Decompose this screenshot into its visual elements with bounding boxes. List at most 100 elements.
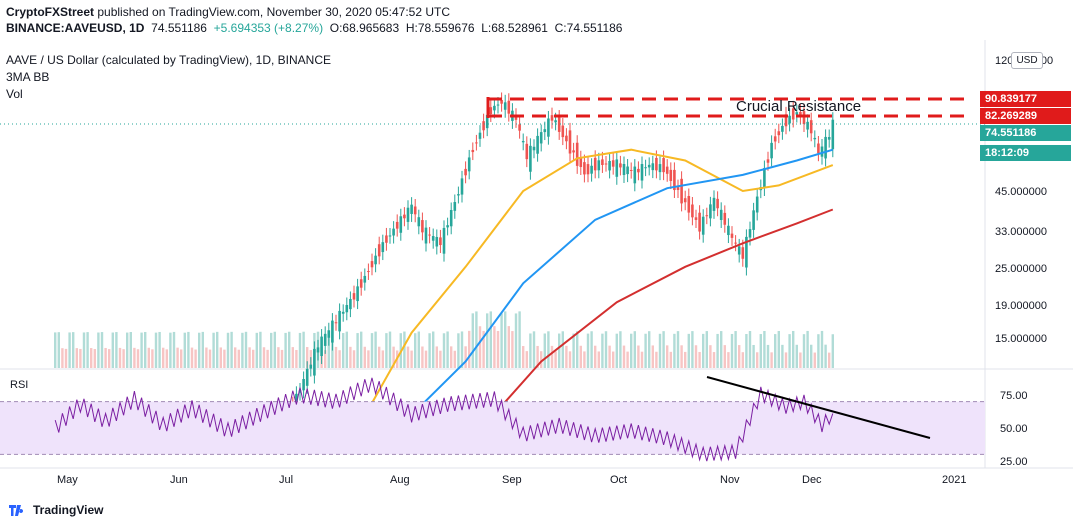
volume-bar — [730, 333, 734, 368]
candle-body — [817, 143, 820, 154]
volume-bar — [252, 349, 255, 368]
rsi-label: RSI — [10, 379, 28, 391]
volume-bar — [608, 345, 611, 368]
volume-bar — [712, 352, 716, 368]
volume-bar — [284, 332, 287, 368]
volume-bar — [446, 331, 449, 368]
volume-bar — [799, 352, 802, 368]
candle-body — [327, 330, 331, 338]
candle-body — [363, 275, 367, 283]
volume-bar — [72, 332, 75, 368]
volume-bar — [662, 331, 665, 368]
volume-bar — [270, 332, 273, 368]
volume-bar — [352, 350, 356, 368]
volume-bar — [514, 313, 518, 368]
candle-body — [626, 166, 629, 175]
candle-body — [410, 204, 413, 214]
rsi-tick-label: 25.00 — [1000, 456, 1028, 468]
volume-label[interactable]: Vol — [6, 87, 23, 101]
candle-body — [691, 204, 694, 218]
candle-body — [385, 235, 388, 243]
volume-bar — [363, 346, 366, 368]
ohlc-high: H:78.559676 — [405, 21, 475, 35]
candle-body — [824, 136, 827, 159]
candle-body — [471, 149, 475, 153]
volume-bar — [594, 345, 597, 368]
publisher-name[interactable]: CryptoFXStreet — [6, 5, 95, 19]
indicator-label[interactable]: 3MA BB — [6, 70, 50, 84]
volume-bar — [291, 347, 294, 368]
candle-body — [655, 157, 658, 171]
candle-body — [532, 146, 536, 151]
volume-bar — [277, 347, 280, 368]
candle-body — [662, 158, 665, 173]
volume-bar — [122, 349, 125, 368]
volume-bar — [615, 333, 618, 368]
volume-bar — [604, 331, 608, 368]
candle-body — [619, 163, 622, 168]
candle-body — [403, 214, 406, 219]
candle-body — [716, 198, 719, 209]
volume-bar — [705, 331, 708, 368]
volume-bar — [144, 331, 147, 368]
volume-bar — [651, 345, 654, 368]
volume-bar — [262, 347, 266, 368]
volume-bar — [201, 331, 204, 368]
volume-bar — [129, 332, 132, 368]
tradingview-icon — [9, 504, 24, 516]
volume-bar — [360, 331, 363, 368]
volume-bar — [374, 331, 377, 368]
candle-body — [298, 390, 302, 393]
candle-body — [730, 233, 734, 238]
candle-body — [799, 112, 802, 117]
volume-bar — [637, 345, 640, 368]
volume-bar — [676, 331, 680, 368]
candle-body — [381, 242, 385, 253]
volume-bar — [738, 345, 741, 368]
volume-bar — [57, 332, 60, 368]
volume-bar — [158, 331, 161, 368]
candle-body — [669, 169, 673, 182]
volume-bar — [770, 352, 773, 368]
volume-bar — [100, 332, 104, 368]
candle-body — [611, 160, 615, 167]
candle-body — [457, 194, 460, 196]
candle-body — [417, 217, 421, 227]
volume-bar — [561, 331, 564, 368]
volume-bar — [500, 313, 503, 368]
candle-body — [539, 132, 543, 144]
volume-bar — [716, 333, 719, 368]
candle-body — [446, 225, 449, 228]
volume-bar — [525, 351, 528, 368]
candle-body — [475, 142, 478, 144]
candle-body — [640, 164, 644, 181]
candle-body — [575, 142, 579, 166]
volume-bar — [212, 332, 215, 368]
volume-bar — [93, 349, 96, 368]
time-tick-label: Aug — [390, 474, 410, 486]
volume-bar — [558, 333, 561, 368]
ohlc-open: O:68.965683 — [329, 21, 400, 35]
currency-button[interactable]: USD — [1011, 52, 1043, 69]
volume-bar — [183, 332, 186, 368]
candle-body — [593, 157, 597, 171]
candle-body — [557, 117, 561, 132]
volume-bar — [338, 350, 341, 368]
tradingview-logo[interactable]: TradingView — [8, 503, 103, 517]
rsi-trendline — [706, 376, 931, 439]
candle-body — [500, 99, 503, 104]
candle-body — [673, 169, 676, 191]
candle-body — [590, 165, 593, 174]
candle-body — [680, 178, 683, 204]
volume-bar — [288, 331, 291, 368]
crucial-resistance-annotation: Crucial Resistance — [736, 98, 861, 115]
volume-bar — [496, 330, 500, 368]
candle-body — [777, 131, 781, 136]
volume-bar — [489, 311, 492, 368]
volume-bar — [748, 331, 752, 368]
candle-body — [370, 261, 374, 268]
candle-body — [431, 236, 435, 241]
candle-body — [485, 114, 489, 129]
volume-bar — [766, 344, 770, 368]
